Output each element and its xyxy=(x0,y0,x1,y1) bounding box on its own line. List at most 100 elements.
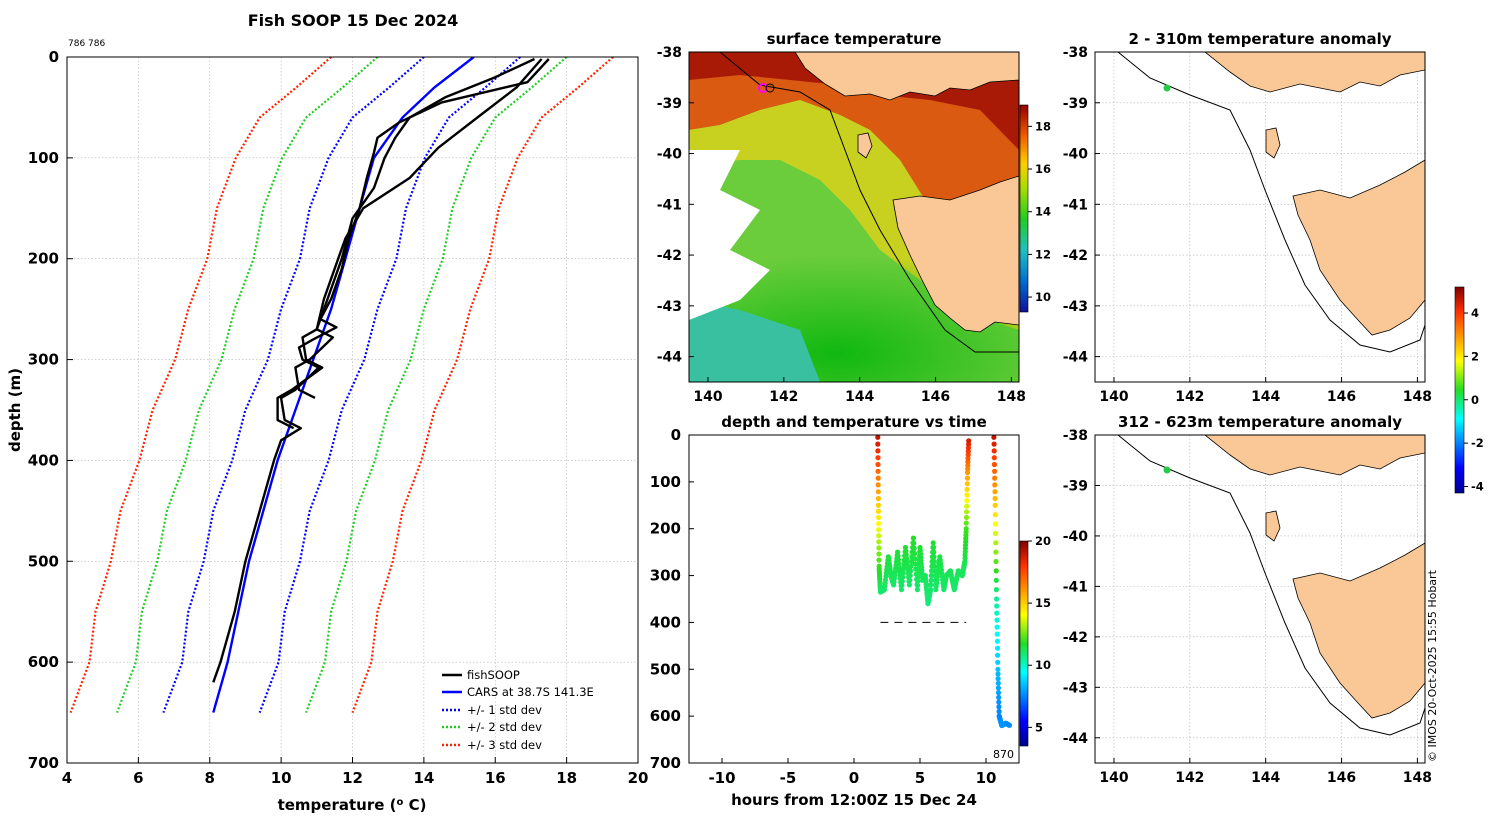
depth-time-x-tick-label: 5 xyxy=(915,769,925,787)
depth-time-point xyxy=(928,587,934,593)
depth-time-x-label: hours from 12:00Z 15 Dec 24 xyxy=(731,791,977,809)
depth-time-point xyxy=(895,557,902,563)
sst-colorbar-tick-label: 12 xyxy=(1035,247,1051,261)
map-lat-tick-label: -40 xyxy=(1063,529,1089,545)
depth-time-point xyxy=(1006,722,1013,728)
map-lat-tick-label: -41 xyxy=(1063,579,1088,595)
depth-time-title: depth and temperature vs time xyxy=(721,413,987,431)
sst-ticks: 140 142 144 146 148 -38 -39 -40 -41 -42 -43 -44 xyxy=(657,45,1026,405)
anomaly-deep-title: 312 - 623m temperature anomaly xyxy=(1118,413,1402,431)
map-lon-tick-label: 140 xyxy=(1099,770,1128,786)
profile-y-tick-label: 500 xyxy=(28,552,59,570)
depth-time-colorbar-tick-label: 5 xyxy=(1035,720,1043,734)
map-lon-tick-label: 142 xyxy=(1175,389,1204,405)
anomaly-deep-land-king-island xyxy=(1265,510,1281,542)
depth-time-point xyxy=(992,468,998,474)
depth-time-point xyxy=(964,475,971,481)
std-dev-plus-3-line xyxy=(351,57,614,713)
anomaly-colorbar-tick-label: 2 xyxy=(1471,349,1479,363)
depth-time-point xyxy=(899,578,905,584)
sst-colorbar xyxy=(1019,104,1029,313)
sst-field xyxy=(689,52,1019,382)
legend-text-std3: +/- 3 std dev xyxy=(467,738,542,752)
depth-time-x-tick-label: -10 xyxy=(708,769,735,787)
profile-x-tick-label: 14 xyxy=(413,769,434,787)
sst-map: surface temperature 140 142 144 146 148 -38 -3… xyxy=(657,30,1051,405)
depth-time-point xyxy=(903,548,909,554)
profile-y-tick-label: 300 xyxy=(28,351,59,369)
sst-colorbar-tick-label: 10 xyxy=(1035,290,1051,304)
anomaly-colorbar-tick-label: -4 xyxy=(1471,479,1484,493)
map-lat-tick-label: -38 xyxy=(1063,45,1088,61)
fishsoop-profile-line xyxy=(212,58,550,683)
depth-time-point xyxy=(991,435,997,440)
anomaly-colorbar-tick-label: 4 xyxy=(1471,306,1479,320)
anomaly-deep-land-tas xyxy=(1292,542,1425,719)
profile-legend: fishSOOP CARS at 38.7S 141.3E +/- 1 std … xyxy=(442,668,594,752)
map-lat-tick-label: -43 xyxy=(657,299,682,315)
depth-time-y-tick-label: 0 xyxy=(671,426,681,444)
anomaly-shallow-title: 2 - 310m temperature anomaly xyxy=(1128,30,1391,48)
profile-x-tick-label: 12 xyxy=(342,769,363,787)
profile-x-tick-label: 16 xyxy=(485,769,506,787)
map-lat-tick-label: -39 xyxy=(657,96,682,112)
map-lat-tick-label: -40 xyxy=(1063,147,1089,163)
depth-time-point xyxy=(915,578,921,584)
depth-time-point xyxy=(994,603,1000,609)
legend-text-cars: CARS at 38.7S 141.3E xyxy=(467,685,594,699)
map-lat-tick-label: -42 xyxy=(657,248,682,264)
depth-time-point xyxy=(994,624,1000,630)
depth-time-point xyxy=(995,690,1002,696)
depth-time-y-tick-label: 300 xyxy=(650,567,681,585)
depth-time-point xyxy=(931,558,937,565)
depth-time-y-tick-label: 200 xyxy=(650,520,681,538)
depth-time-x-tick-label: 10 xyxy=(976,769,997,787)
depth-time-point xyxy=(992,502,998,508)
profile-y-tick-label: 400 xyxy=(28,451,59,469)
depth-time-point xyxy=(996,704,1002,710)
anomaly-shallow-ticks: 140 142 144 146 148 -38 -39 -40 -41 -42 -43 -44 xyxy=(1063,45,1432,405)
depth-time-point xyxy=(991,448,997,454)
anomaly-deep-map: 312 - 623m temperature anomaly 140 142 144… xyxy=(1063,413,1432,786)
profile-id-label: 786 786 xyxy=(68,39,105,49)
depth-time-chart: depth and temperature vs time -10 -5 0 5 100… xyxy=(650,413,1051,809)
depth-time-point xyxy=(994,617,1000,623)
depth-time-point xyxy=(993,540,999,546)
depth-time-point xyxy=(992,482,998,488)
map-lat-tick-label: -40 xyxy=(657,147,683,163)
sst-frame xyxy=(688,51,1020,383)
figure-title: Fish SOOP 15 Dec 2024 xyxy=(248,11,458,30)
legend-text-std2: +/- 2 std dev xyxy=(467,720,542,734)
map-lon-tick-label: 146 xyxy=(921,389,950,405)
depth-time-point xyxy=(875,435,881,440)
depth-time-point xyxy=(993,530,999,537)
map-lon-tick-label: 148 xyxy=(997,389,1026,405)
depth-time-point xyxy=(994,638,1001,644)
depth-time-y-tick-label: 600 xyxy=(650,707,681,725)
profile-y-tick-label: 100 xyxy=(28,149,59,167)
depth-time-point xyxy=(992,489,998,495)
depth-time-point xyxy=(993,568,999,574)
depth-time-point xyxy=(993,558,999,565)
anomaly-deep-frame xyxy=(1094,434,1426,764)
depth-time-point xyxy=(996,708,1002,715)
profile-y-label: depth (m) xyxy=(6,368,24,452)
sst-warm-north xyxy=(689,52,1019,300)
depth-time-point xyxy=(904,556,910,562)
map-lat-tick-label: -44 xyxy=(1063,350,1089,366)
depth-time-point xyxy=(875,508,882,514)
profile-x-label: temperature (o C) xyxy=(278,796,427,814)
depth-time-point xyxy=(912,556,918,562)
sst-cloud-west xyxy=(689,150,770,320)
map-lon-tick-label: 144 xyxy=(1251,389,1280,405)
depth-time-point xyxy=(994,610,1000,616)
map-lon-tick-label: 148 xyxy=(1403,389,1432,405)
profile-y-tick-label: 700 xyxy=(28,754,59,772)
profile-x-tick-label: 4 xyxy=(62,769,72,787)
map-lat-tick-label: -41 xyxy=(1063,197,1088,213)
depth-time-point xyxy=(991,461,998,468)
depth-time-point xyxy=(915,582,921,589)
map-lat-tick-label: -38 xyxy=(657,45,682,61)
